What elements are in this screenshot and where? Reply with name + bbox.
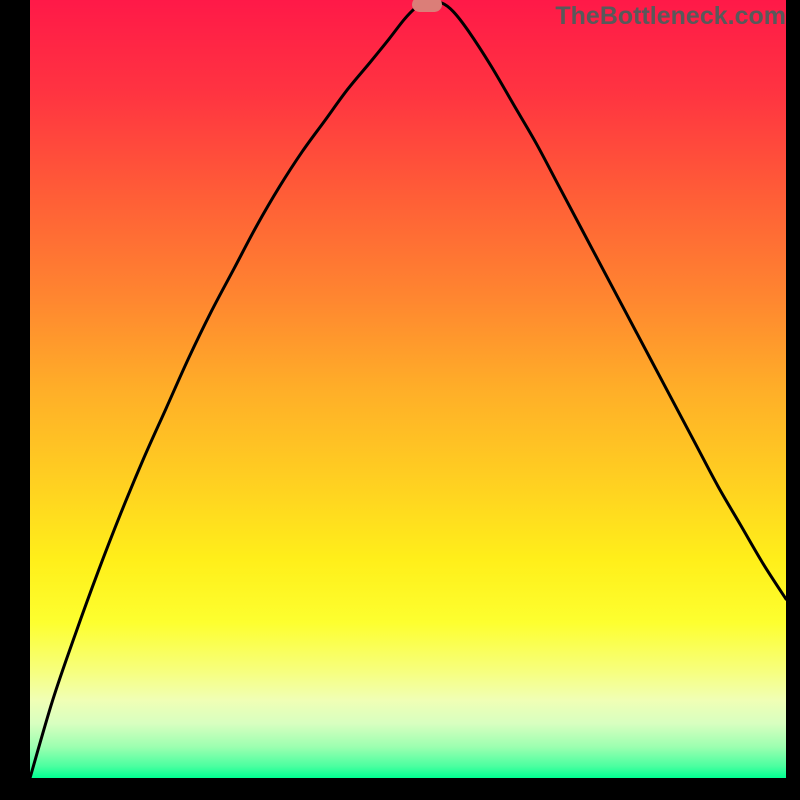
minimum-marker <box>412 0 442 12</box>
bottleneck-curve <box>30 0 786 778</box>
chart-container: TheBottleneck.com <box>0 0 800 800</box>
plot-area <box>30 0 786 778</box>
curve-path <box>30 2 786 778</box>
watermark-text: TheBottleneck.com <box>555 2 786 31</box>
